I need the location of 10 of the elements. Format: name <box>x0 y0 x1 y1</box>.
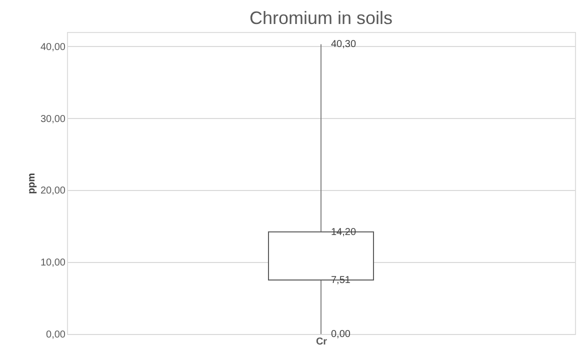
annotation: 40,30 <box>331 39 356 50</box>
y-tick-label: 0,00 <box>46 330 66 340</box>
y-tick-label: 30,00 <box>40 114 66 125</box>
chart-title: Chromium in soils <box>249 8 393 28</box>
y-tick-label: 20,00 <box>40 186 66 197</box>
y-tick-label: 40,00 <box>40 42 66 53</box>
y-axis-title: ppm <box>26 172 38 194</box>
annotation: 0,00 <box>331 329 351 340</box>
x-tick-label: Cr <box>316 336 328 348</box>
y-tick-label: 10,00 <box>40 258 66 269</box>
